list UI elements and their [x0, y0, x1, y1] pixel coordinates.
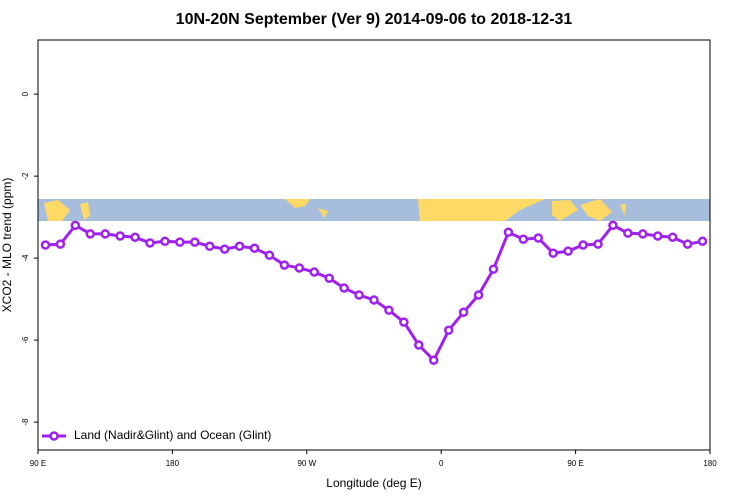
- x-tick-label: 90 E: [567, 459, 583, 468]
- data-point: [593, 239, 603, 249]
- data-point: [503, 227, 514, 238]
- x-axis-label: Longitude (deg E): [326, 476, 421, 490]
- data-point: [160, 236, 170, 247]
- data-point: [324, 273, 334, 283]
- map-band: [38, 199, 710, 221]
- data-point: [369, 295, 379, 305]
- data-point: [55, 239, 66, 249]
- data-point: [40, 240, 51, 250]
- plot-frame: [37, 39, 711, 451]
- x-tick-label: 180: [166, 459, 180, 468]
- data-point: [70, 220, 81, 231]
- data-point: [548, 248, 558, 258]
- x-tick-label: 180: [703, 459, 717, 468]
- data-point: [175, 237, 185, 247]
- data-point: [578, 240, 588, 250]
- y-tick-label: -2: [21, 172, 30, 180]
- data-point: [339, 283, 349, 293]
- data-point: [115, 231, 125, 241]
- data-point: [100, 229, 110, 239]
- data-point: [219, 244, 230, 254]
- data-point: [384, 305, 394, 315]
- chart-title: 10N-20N September (Ver 9) 2014-09-06 to …: [176, 11, 573, 28]
- data-point: [652, 231, 663, 241]
- data-point: [414, 340, 424, 350]
- legend-marker: [49, 431, 59, 441]
- data-point: [190, 237, 200, 247]
- data-point: [682, 239, 693, 249]
- data-point: [264, 250, 275, 260]
- legend-label: Land (Nadir&Glint) and Ocean (Glint): [74, 428, 271, 442]
- x-tick-label: 90 E: [30, 459, 46, 468]
- y-axis-label: XCO2 - MLO trend (ppm): [0, 178, 14, 313]
- data-point: [638, 229, 648, 239]
- data-point: [608, 220, 618, 231]
- y-tick-label: -8: [21, 418, 30, 426]
- data-point: [85, 229, 96, 239]
- data-point: [443, 325, 454, 336]
- data-point: [354, 290, 364, 300]
- x-tick-label: 0: [439, 459, 444, 468]
- data-point: [623, 228, 633, 238]
- data-point: [533, 233, 544, 243]
- data-point: [458, 307, 469, 317]
- data-point: [249, 243, 260, 254]
- data-point: [130, 232, 140, 242]
- data-point: [697, 236, 708, 247]
- data-point: [473, 290, 484, 300]
- data-point: [294, 263, 305, 273]
- data-point: [309, 267, 320, 277]
- data-point: [518, 234, 529, 245]
- data-point: [667, 232, 678, 242]
- data-point: [145, 238, 155, 248]
- y-tick-label: 0: [21, 91, 30, 96]
- series-line: [45, 223, 703, 363]
- data-point: [234, 241, 245, 251]
- data-point: [428, 355, 439, 365]
- x-tick-label: 90 W: [297, 459, 316, 468]
- data-point: [563, 246, 573, 256]
- data-point: [279, 260, 290, 270]
- data-point: [399, 317, 409, 327]
- data-point: [488, 264, 499, 274]
- data-point: [204, 241, 215, 251]
- y-tick-label: -6: [21, 336, 30, 344]
- y-tick-label: -4: [21, 254, 30, 262]
